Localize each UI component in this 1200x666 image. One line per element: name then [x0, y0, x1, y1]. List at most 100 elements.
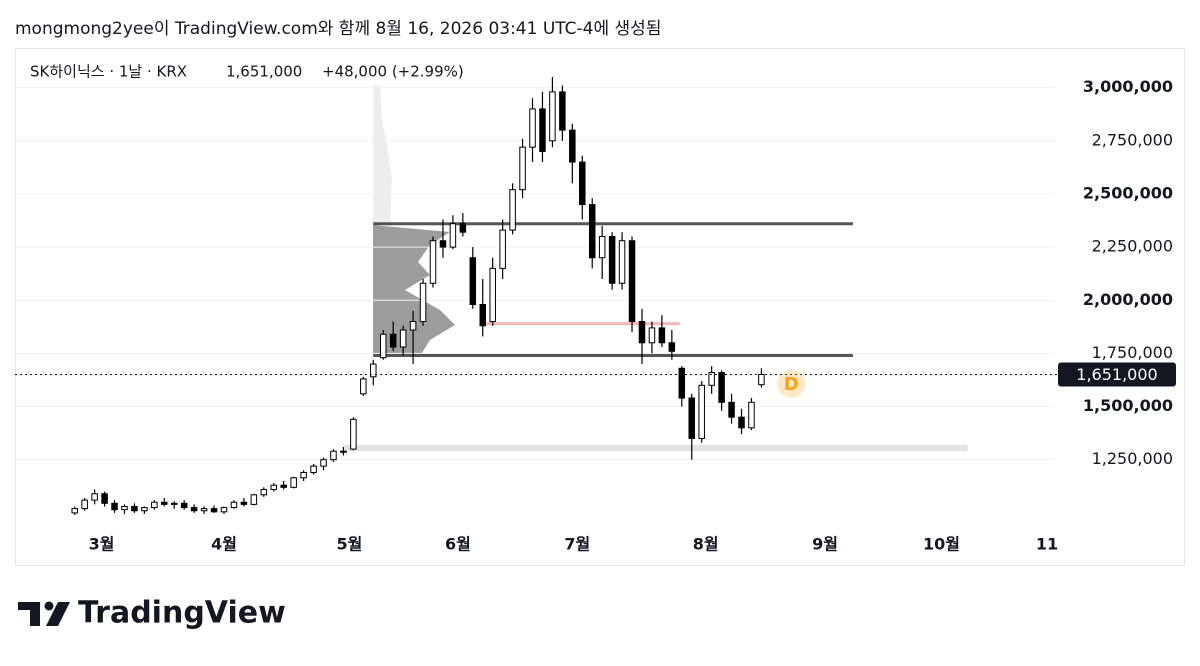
candle-body: [748, 401, 755, 429]
candle-body: [170, 502, 178, 505]
symbol-title: SK하이닉스 · 1날 · KRX: [30, 63, 187, 81]
candle-body: [419, 282, 427, 323]
x-tick-label: 5월: [336, 535, 362, 554]
candle-body: [131, 505, 138, 512]
x-tick-label: 8월: [693, 535, 719, 554]
candle-body: [469, 257, 477, 306]
candle-body: [81, 499, 88, 510]
candle-body: [738, 416, 745, 429]
candle-body: [300, 471, 307, 479]
candle-body: [101, 493, 108, 504]
candle-body: [310, 465, 317, 473]
candle-body: [290, 477, 297, 488]
candle-body: [240, 501, 248, 505]
logo-text: TradingView: [78, 596, 286, 631]
candle-body: [111, 502, 118, 511]
candle-body: [728, 401, 735, 418]
dividend-marker: [777, 369, 806, 398]
candle-body: [509, 189, 516, 231]
y-tick-label: 2,750,000: [1092, 130, 1173, 149]
change-label: +48,000 (+2.99%): [322, 63, 464, 81]
candle-body: [270, 484, 278, 490]
plot-area: [71, 77, 968, 515]
candle-body: [340, 450, 347, 453]
candle-body: [758, 373, 765, 386]
candle-body: [529, 108, 536, 148]
candle-body: [260, 488, 268, 496]
candle-body: [608, 235, 616, 284]
candle-body: [479, 304, 487, 327]
candle-body: [330, 450, 337, 461]
candle-body: [688, 397, 695, 439]
candle-body: [559, 91, 566, 131]
candle-body: [708, 372, 715, 386]
candle-body: [539, 108, 546, 152]
candle-body: [320, 459, 327, 467]
x-tick-label: 9월: [812, 535, 838, 554]
candle-body: [439, 240, 447, 248]
candle-body: [141, 507, 148, 512]
candle-body: [379, 333, 387, 359]
candle-body: [549, 91, 556, 142]
candle-body: [658, 327, 666, 344]
candle-body: [648, 327, 656, 344]
x-tick-label: 11: [1036, 535, 1058, 554]
candle-body: [519, 146, 526, 191]
candle-body: [161, 501, 168, 505]
x-tick-label: 7월: [564, 535, 590, 554]
x-tick-label: 10월: [923, 535, 960, 554]
candle-body: [638, 321, 646, 344]
candle-body: [210, 508, 218, 513]
candle-body: [121, 505, 128, 511]
y-tick-label: 1,500,000: [1083, 396, 1173, 415]
last-price-box: [1058, 362, 1176, 387]
last-price-label: 1,651,000: [1076, 365, 1157, 384]
candle-body: [698, 384, 705, 439]
zone: [344, 444, 968, 452]
candle-body: [459, 223, 467, 233]
x-tick-label: 4월: [211, 535, 237, 554]
candle-body: [598, 235, 606, 259]
candle-body: [718, 372, 725, 403]
candle-body: [190, 507, 198, 512]
candle-body: [350, 418, 357, 450]
candle-body: [429, 240, 437, 284]
y-tick-label: 2,500,000: [1083, 183, 1173, 202]
x-tick-label: 3월: [89, 535, 115, 554]
candle-body: [489, 267, 496, 323]
chart-frame: [15, 48, 1185, 566]
candle-body: [389, 333, 397, 348]
candle-body: [200, 508, 208, 512]
x-tick-label: 6월: [445, 535, 471, 554]
candle-body: [91, 493, 98, 501]
candle-body: [628, 240, 636, 323]
candle-body: [230, 501, 238, 509]
candle-body: [588, 204, 596, 259]
candle-body: [618, 240, 626, 284]
caption: mongmong2yee이 TradingView.com와 함께 8월 16,…: [15, 19, 661, 39]
candle-body: [180, 502, 188, 509]
y-tick-label: 2,250,000: [1092, 237, 1173, 256]
candle-body: [151, 501, 158, 509]
candle-body: [220, 507, 228, 513]
candle-body: [668, 342, 676, 352]
candle-body: [250, 494, 258, 505]
y-tick-label: 2,000,000: [1083, 290, 1173, 309]
y-tick-label: 3,000,000: [1083, 77, 1173, 96]
y-tick-label: 1,750,000: [1092, 343, 1173, 362]
candle-body: [569, 129, 576, 163]
logo: TradingView: [18, 596, 286, 631]
candle-body: [499, 229, 506, 269]
candle-body: [579, 161, 586, 206]
candle-body: [409, 321, 417, 331]
candle-body: [360, 378, 367, 395]
candle-body: [678, 367, 686, 399]
y-tick-label: 1,250,000: [1092, 449, 1173, 468]
candle-body: [449, 223, 457, 248]
candle-body: [280, 484, 287, 488]
candle-body: [399, 329, 407, 348]
candle-body: [370, 363, 377, 378]
dividend-marker-label: D: [784, 374, 799, 395]
candle-body: [71, 508, 78, 514]
